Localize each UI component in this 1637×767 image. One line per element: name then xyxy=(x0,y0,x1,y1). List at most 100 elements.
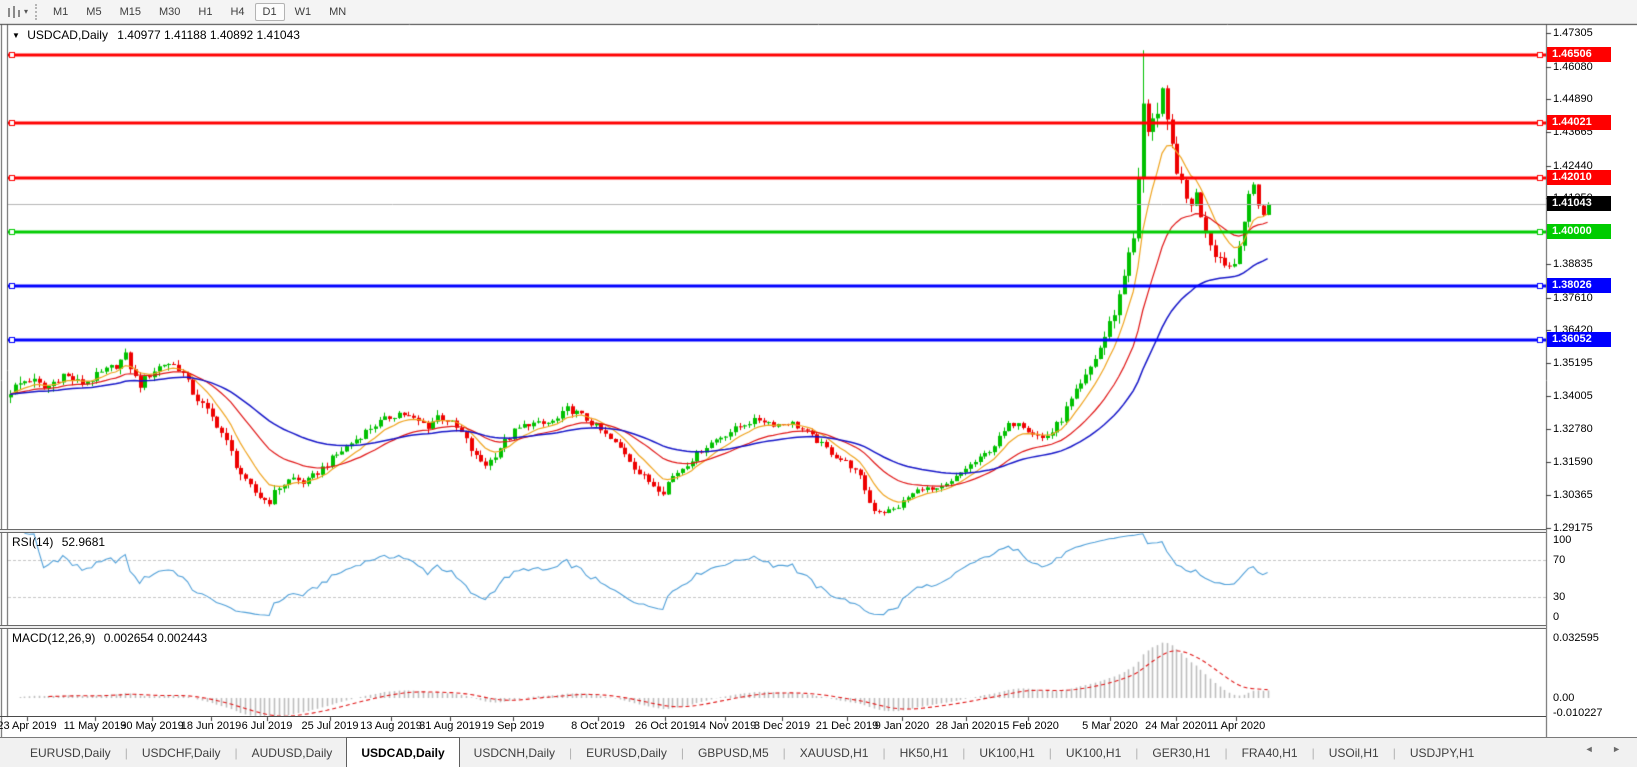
timeframe-button-M30[interactable]: M30 xyxy=(158,5,181,18)
date-label: 14 Nov 2019 xyxy=(693,720,757,732)
tab-USOil-H1[interactable]: USOil,H1 xyxy=(1328,745,1379,760)
rsi-tick-label: 70 xyxy=(1553,554,1566,566)
date-label: 11 May 2019 xyxy=(63,720,127,732)
tab-EURUSD-Daily[interactable]: EURUSD,Daily xyxy=(586,745,667,760)
macd-tick-label: 0.00 xyxy=(1553,692,1575,704)
timeframe-button-MN[interactable]: MN xyxy=(329,5,347,18)
tab-FRA40-H1[interactable]: FRA40,H1 xyxy=(1241,745,1298,760)
rsi-name: RSI(14) xyxy=(12,535,54,549)
price-tick-label: 1.37610 xyxy=(1553,292,1593,304)
tab-separator: | xyxy=(1224,745,1228,760)
timeframe-button-M1[interactable]: M1 xyxy=(53,5,69,18)
tab-UK100-H1[interactable]: UK100,H1 xyxy=(1065,745,1122,760)
date-label: 24 Mar 2020 xyxy=(1145,720,1207,732)
price-level-label: 1.40000 xyxy=(1547,224,1611,239)
pane-separator-main-rsi[interactable] xyxy=(0,529,1546,533)
timeframe-toolbar: ▾ M1 M5 M15 M30 H1 H4 D1 W1 MN xyxy=(0,0,1637,24)
date-label: 31 Aug 2019 xyxy=(419,720,481,732)
date-label: 21 Dec 2019 xyxy=(815,720,879,732)
pane-separator-macd-time[interactable] xyxy=(0,716,1546,717)
timeframe-button-M5[interactable]: M5 xyxy=(86,5,102,18)
price-level-label: 1.36052 xyxy=(1547,332,1611,347)
current-price-label: 1.41043 xyxy=(1547,196,1611,211)
collapse-icon[interactable]: ▼ xyxy=(12,31,20,40)
date-label: 3 Dec 2019 xyxy=(753,720,811,732)
timeframe-button-D1[interactable]: D1 xyxy=(254,2,285,21)
rsi-tick-label: 0 xyxy=(1553,611,1560,623)
price-tick-label: 1.29175 xyxy=(1553,522,1593,534)
date-label: 9 Jan 2020 xyxy=(874,720,930,732)
date-label: 13 Aug 2019 xyxy=(360,720,422,732)
tab-separator: | xyxy=(782,745,786,760)
chart-title: ▼ USDCAD,Daily 1.40977 1.41188 1.40892 1… xyxy=(12,28,300,42)
tab-separator: | xyxy=(234,745,238,760)
price-tick-label: 1.42440 xyxy=(1553,160,1593,172)
tab-GBPUSD-M5[interactable]: GBPUSD,M5 xyxy=(697,745,769,760)
tab-XAUUSD-H1[interactable]: XAUUSD,H1 xyxy=(799,745,869,760)
date-label: 26 Oct 2019 xyxy=(635,720,695,732)
date-label: 28 Jan 2020 xyxy=(935,720,997,732)
macd-value: 0.002654 0.002443 xyxy=(103,631,208,645)
date-label: 5 Mar 2020 xyxy=(1082,720,1138,732)
price-tick-label: 1.46080 xyxy=(1553,61,1593,73)
rsi-tick-label: 30 xyxy=(1553,591,1566,603)
tab-separator: | xyxy=(569,745,573,760)
tab-EURUSD-Daily[interactable]: EURUSD,Daily xyxy=(30,745,111,760)
date-label: 15 Feb 2020 xyxy=(997,720,1059,732)
chart-title-symbol: USDCAD,Daily xyxy=(27,28,108,42)
price-level-label: 1.46506 xyxy=(1547,47,1611,62)
date-label: 8 Oct 2019 xyxy=(571,720,625,732)
price-tick-label: 1.32780 xyxy=(1553,423,1593,435)
macd-name: MACD(12,26,9) xyxy=(12,631,96,645)
tab-separator: | xyxy=(1392,745,1396,760)
tab-separator: | xyxy=(882,745,886,760)
tab-separator: | xyxy=(1311,745,1315,760)
tab-scroll-arrows: ◄ ► xyxy=(1585,744,1629,754)
chart-title-ohlc: 1.40977 1.41188 1.40892 1.41043 xyxy=(117,28,300,42)
price-tick-label: 1.30365 xyxy=(1553,489,1593,501)
tab-separator: | xyxy=(124,745,128,760)
date-label: 18 Jun 2019 xyxy=(180,720,242,732)
toolbar-grip[interactable] xyxy=(35,3,38,20)
macd-tick-label: 0.032595 xyxy=(1553,632,1599,644)
tab-scroll-left-icon[interactable]: ◄ xyxy=(1584,744,1602,754)
tab-GER30-H1[interactable]: GER30,H1 xyxy=(1152,745,1211,760)
price-chart-canvas[interactable] xyxy=(0,24,1637,737)
date-label: 19 Sep 2019 xyxy=(481,720,545,732)
tab-separator: | xyxy=(1135,745,1139,760)
tab-HK50-H1[interactable]: HK50,H1 xyxy=(899,745,949,760)
tab-separator: | xyxy=(962,745,966,760)
tab-separator: | xyxy=(1048,745,1052,760)
price-level-label: 1.42010 xyxy=(1547,170,1611,185)
price-tick-label: 1.35195 xyxy=(1553,357,1593,369)
price-level-label: 1.44021 xyxy=(1547,115,1611,130)
chart-style-icon[interactable] xyxy=(5,4,22,19)
timeframe-button-W1[interactable]: W1 xyxy=(294,5,312,18)
macd-indicator-label: MACD(12,26,9) 0.002654 0.002443 xyxy=(12,631,207,645)
pane-separator-rsi-macd[interactable] xyxy=(0,625,1546,629)
date-label: 6 Jul 2019 xyxy=(241,720,293,732)
macd-tick-label: -0.010227 xyxy=(1553,707,1603,719)
timeframe-buttons: M1 M5 M15 M30 H1 H4 D1 W1 MN xyxy=(44,2,355,21)
price-tick-label: 1.38835 xyxy=(1553,258,1593,270)
tab-USDCAD-Daily[interactable]: USDCAD,Daily xyxy=(346,737,460,767)
tab-USDJPY-H1[interactable]: USDJPY,H1 xyxy=(1409,745,1475,760)
timeframe-button-H4[interactable]: H4 xyxy=(230,5,245,18)
price-level-label: 1.38026 xyxy=(1547,278,1611,293)
tab-USDCNH-Daily[interactable]: USDCNH,Daily xyxy=(473,745,556,760)
price-tick-label: 1.47305 xyxy=(1553,27,1593,39)
timeframe-button-H1[interactable]: H1 xyxy=(198,5,213,18)
rsi-value: 52.9681 xyxy=(61,535,106,549)
price-tick-label: 1.44890 xyxy=(1553,93,1593,105)
rsi-indicator-label: RSI(14) 52.9681 xyxy=(12,535,105,549)
chevron-down-icon[interactable]: ▾ xyxy=(24,7,29,16)
tab-USDCHF-Daily[interactable]: USDCHF,Daily xyxy=(141,745,221,760)
date-label: 25 Jul 2019 xyxy=(301,720,359,732)
chart-tab-bar: EURUSD,Daily | USDCHF,Daily | AUDUSD,Daily US… xyxy=(0,737,1637,767)
tab-scroll-right-icon[interactable]: ► xyxy=(1612,744,1629,754)
timeframe-button-M15[interactable]: M15 xyxy=(119,5,141,18)
tab-AUDUSD-Daily[interactable]: AUDUSD,Daily xyxy=(251,745,333,760)
tab-UK100-H1[interactable]: UK100,H1 xyxy=(979,745,1035,760)
rsi-tick-label: 100 xyxy=(1553,534,1572,546)
